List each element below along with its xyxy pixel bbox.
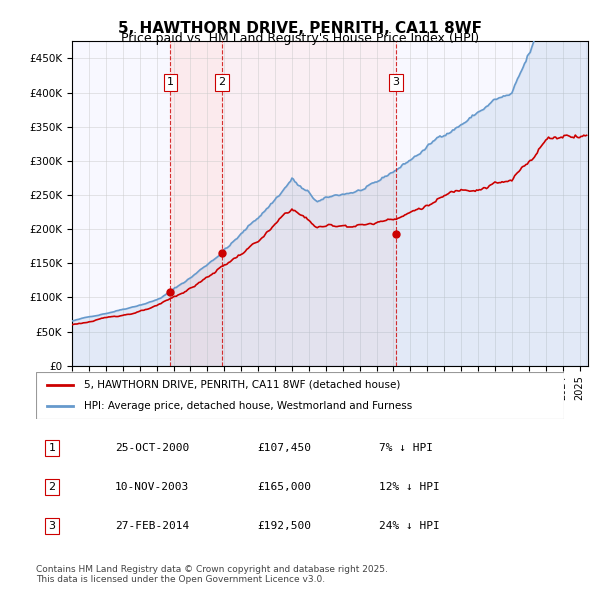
Bar — [222, 41, 396, 366]
Text: 5, HAWTHORN DRIVE, PENRITH, CA11 8WF (detached house): 5, HAWTHORN DRIVE, PENRITH, CA11 8WF (de… — [83, 380, 400, 390]
Text: 2: 2 — [218, 77, 226, 87]
Text: £192,500: £192,500 — [258, 521, 312, 531]
Text: 12% ↓ HPI: 12% ↓ HPI — [379, 482, 440, 492]
Text: 7% ↓ HPI: 7% ↓ HPI — [379, 443, 433, 453]
Text: Contains HM Land Registry data © Crown copyright and database right 2025.
This d: Contains HM Land Registry data © Crown c… — [36, 565, 388, 584]
Text: £165,000: £165,000 — [258, 482, 312, 492]
Text: 1: 1 — [167, 77, 174, 87]
Text: 25-OCT-2000: 25-OCT-2000 — [115, 443, 190, 453]
Text: HPI: Average price, detached house, Westmorland and Furness: HPI: Average price, detached house, West… — [83, 401, 412, 411]
Text: Price paid vs. HM Land Registry's House Price Index (HPI): Price paid vs. HM Land Registry's House … — [121, 32, 479, 45]
Text: 10-NOV-2003: 10-NOV-2003 — [115, 482, 190, 492]
Text: 5, HAWTHORN DRIVE, PENRITH, CA11 8WF: 5, HAWTHORN DRIVE, PENRITH, CA11 8WF — [118, 21, 482, 35]
Text: 2: 2 — [48, 482, 55, 492]
Text: 24% ↓ HPI: 24% ↓ HPI — [379, 521, 440, 531]
Bar — [170, 41, 222, 366]
Text: 3: 3 — [49, 521, 55, 531]
Text: 1: 1 — [49, 443, 55, 453]
FancyBboxPatch shape — [36, 372, 564, 419]
Text: £107,450: £107,450 — [258, 443, 312, 453]
Text: 27-FEB-2014: 27-FEB-2014 — [115, 521, 190, 531]
Text: 3: 3 — [392, 77, 400, 87]
